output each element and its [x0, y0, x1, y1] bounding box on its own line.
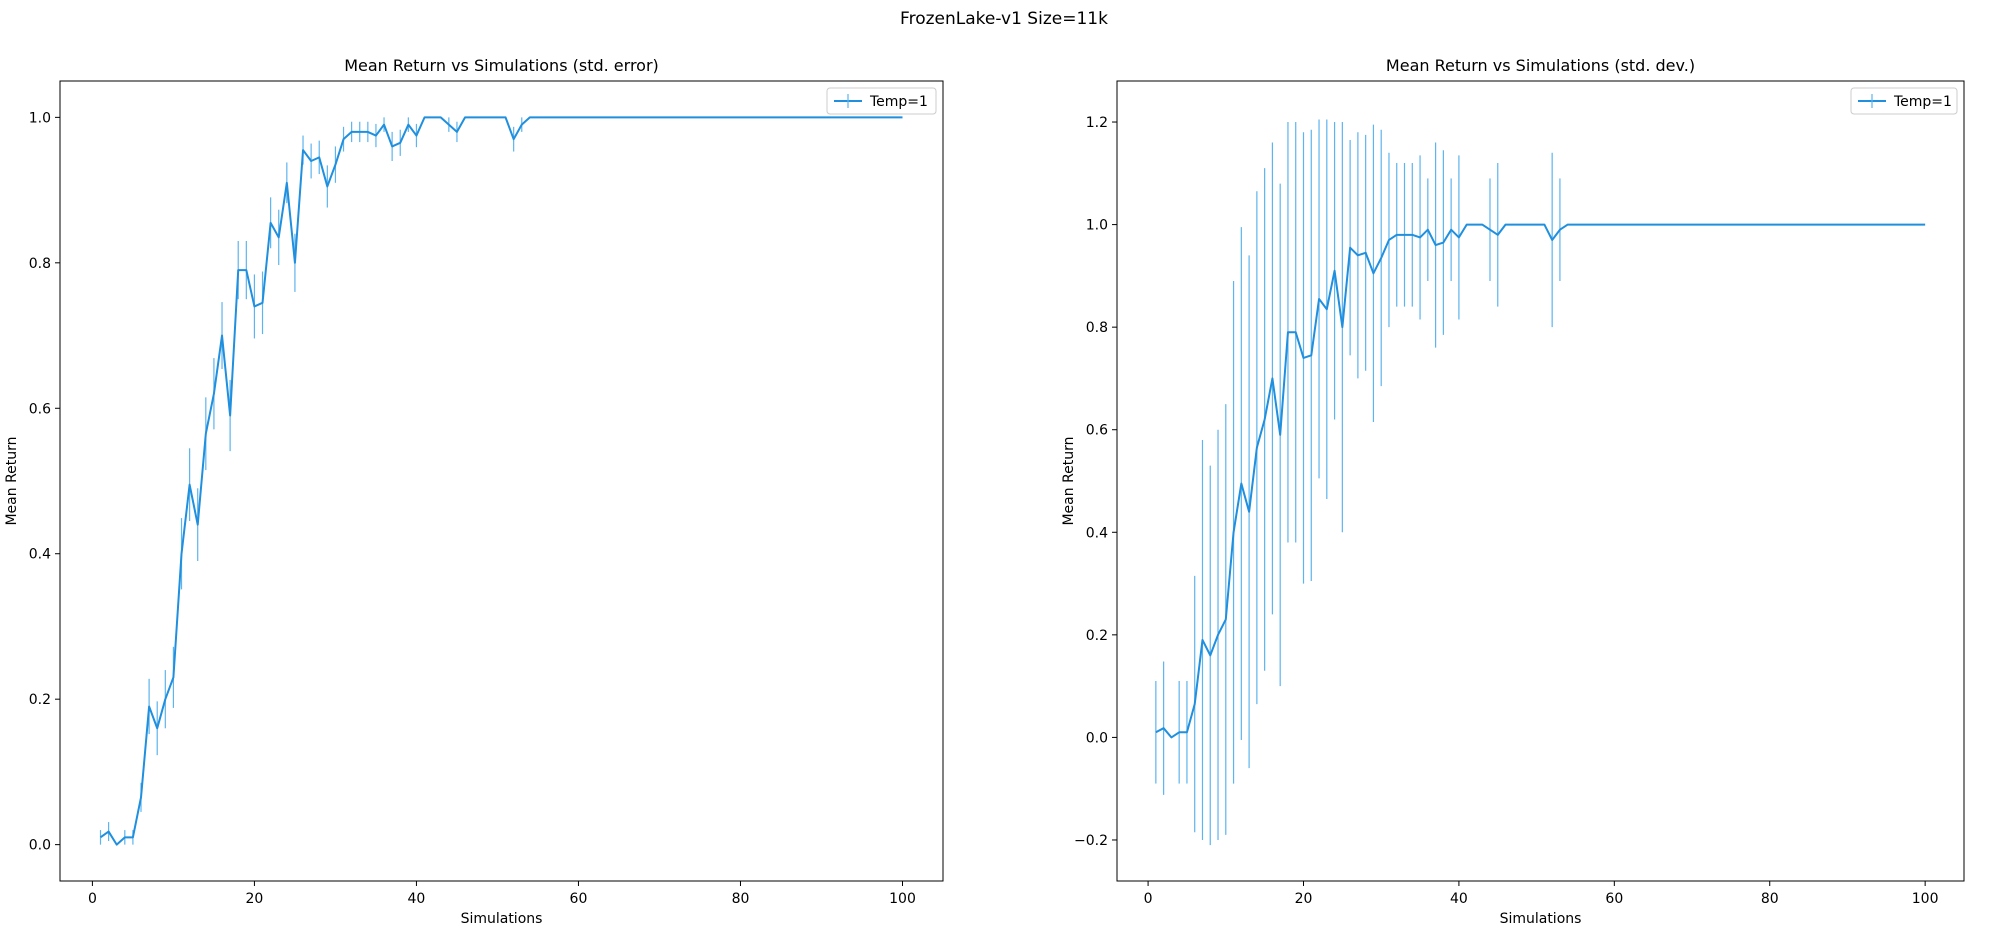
y-tick-label: 0.2	[1086, 628, 1108, 644]
x-tick-label: 0	[88, 891, 97, 907]
y-tick-label: 1.2	[1086, 115, 1108, 131]
legend-label: Temp=1	[869, 94, 928, 110]
x-tick-label: 80	[732, 891, 750, 907]
figure-suptitle: FrozenLake-v1 Size=11k	[900, 9, 1108, 29]
y-tick-label: 1.0	[1086, 218, 1108, 234]
x-axis-label: Simulations	[461, 911, 543, 927]
series-line	[99, 116, 903, 846]
y-tick-label: 0.4	[1086, 525, 1108, 541]
x-tick-label: 100	[1912, 891, 1939, 907]
legend-box	[826, 87, 937, 115]
y-tick-label: 0.0	[29, 838, 51, 854]
y-tick-label: 0.0	[1086, 730, 1108, 746]
x-tick-label: 40	[1450, 891, 1468, 907]
legend-box	[1850, 87, 1958, 115]
x-tick-label: 40	[408, 891, 426, 907]
y-tick-label: 1.0	[29, 110, 51, 126]
y-tick-label: 0.4	[29, 547, 51, 563]
y-tick-label: 0.8	[29, 256, 51, 272]
y-tick-label: −0.2	[1074, 833, 1108, 849]
series-temp-1	[99, 116, 903, 846]
axes-frame	[1116, 80, 1965, 882]
y-axis-label: Mean Return	[4, 436, 20, 525]
legend: Temp=1	[1850, 87, 1958, 115]
x-tick-label: 60	[570, 891, 588, 907]
x-tick-label: 20	[246, 891, 264, 907]
y-axis-label: Mean Return	[1061, 436, 1077, 525]
x-tick-label: 60	[1605, 891, 1623, 907]
y-tick-label: 0.8	[1086, 320, 1108, 336]
x-tick-label: 0	[1144, 891, 1153, 907]
x-axis-label: Simulations	[1500, 911, 1582, 927]
axes-frame	[59, 80, 944, 882]
x-tick-label: 20	[1295, 891, 1313, 907]
y-tick-label: 0.2	[29, 692, 51, 708]
chart-left: Mean Return vs Simulations (std. error) 0…	[4, 56, 944, 927]
legend: Temp=1	[826, 87, 937, 115]
x-tick-label: 100	[889, 891, 916, 907]
chart-title: Mean Return vs Simulations (std. error)	[344, 56, 659, 75]
y-tick-label: 0.6	[1086, 423, 1108, 439]
chart-right: Mean Return vs Simulations (std. dev.) 0 2…	[1061, 56, 1965, 927]
x-tick-label: 80	[1761, 891, 1779, 907]
series-temp-1	[1155, 119, 1926, 846]
legend-label: Temp=1	[1893, 94, 1952, 110]
series-line	[1155, 223, 1926, 739]
y-tick-label: 0.6	[29, 401, 51, 417]
chart-title: Mean Return vs Simulations (std. dev.)	[1386, 56, 1695, 75]
